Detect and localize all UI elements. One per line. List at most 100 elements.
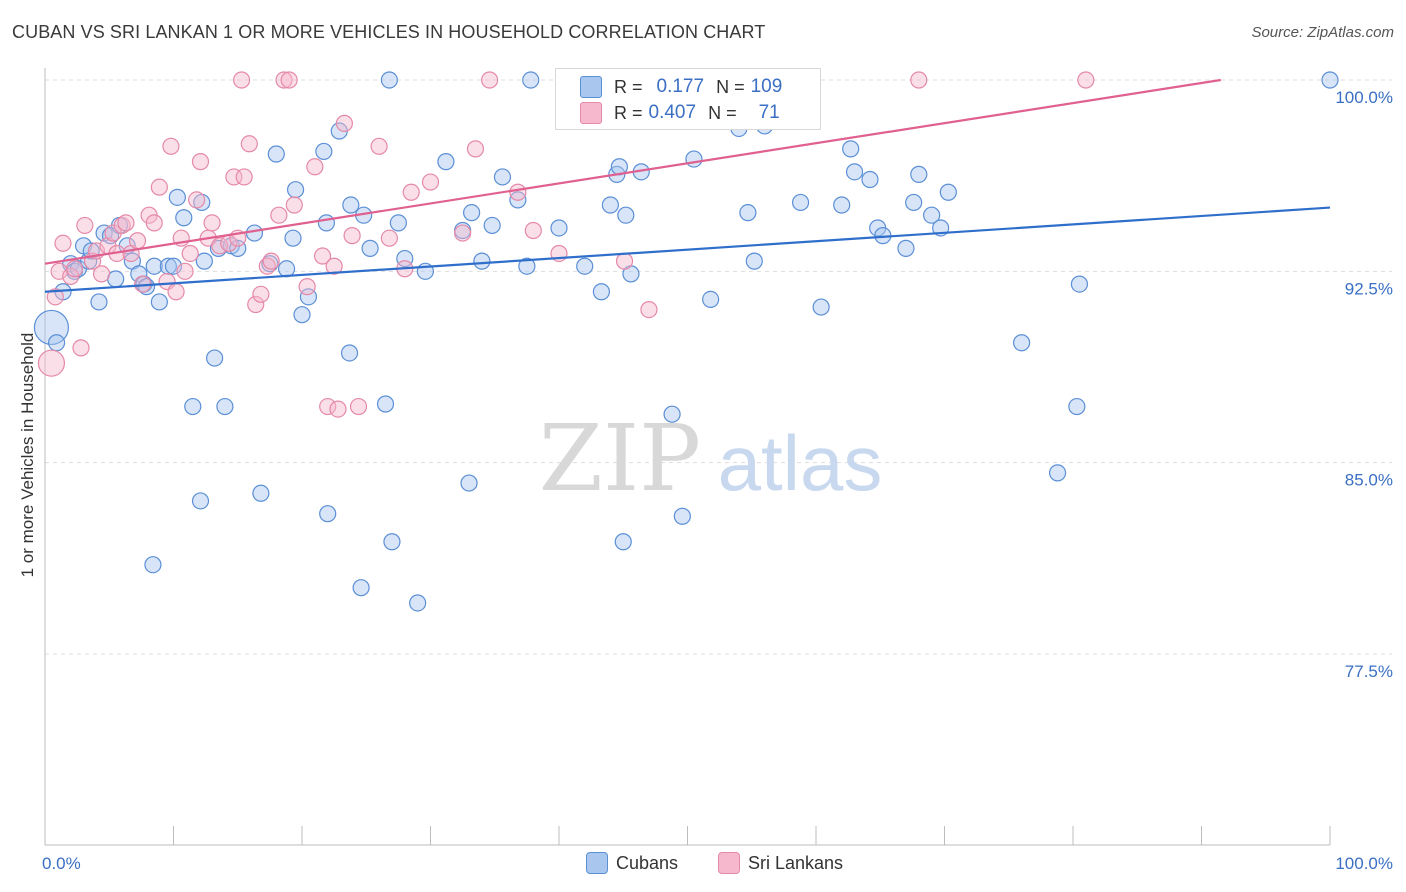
cubans-point bbox=[144, 556, 162, 574]
legend-row-cubans: R = 0.177 N = 109 bbox=[580, 74, 782, 100]
x-tick-label: 100.0% bbox=[1335, 854, 1393, 873]
srilankans-trend-line bbox=[44, 78, 1221, 265]
cubans-point bbox=[168, 188, 186, 206]
srilankans-point bbox=[235, 168, 253, 186]
series-legend: Cubans Sri Lankans bbox=[0, 852, 1406, 878]
cubans-point bbox=[460, 474, 478, 492]
cubans-point bbox=[319, 505, 337, 523]
cubans-point bbox=[150, 293, 168, 311]
srilankans-point bbox=[280, 71, 298, 89]
srilankans-point bbox=[640, 301, 658, 319]
srilankans-point bbox=[329, 400, 347, 418]
axes bbox=[44, 68, 1331, 846]
cubans-point bbox=[522, 71, 540, 89]
cubans-point bbox=[277, 260, 296, 278]
cubans-point bbox=[245, 224, 264, 242]
n-label: N = bbox=[708, 102, 737, 123]
gridlines bbox=[45, 79, 1392, 655]
cubans-point bbox=[361, 239, 379, 257]
srilankans-point bbox=[233, 71, 251, 89]
cubans-point bbox=[1048, 464, 1067, 482]
srilankans-point bbox=[509, 183, 527, 201]
srilankans-point bbox=[37, 349, 66, 377]
cubans-point bbox=[614, 533, 632, 551]
srilankans-point bbox=[343, 227, 361, 245]
cubans-point bbox=[284, 229, 302, 247]
srilankans-point bbox=[247, 295, 265, 314]
srilankans-point bbox=[325, 257, 343, 275]
n-value: 71 bbox=[758, 102, 780, 123]
watermark-atlas: atlas bbox=[718, 419, 883, 507]
srilankans-point bbox=[65, 260, 84, 278]
srilankans-point bbox=[524, 221, 542, 240]
srilankans-point bbox=[285, 196, 303, 214]
srilankans-point bbox=[370, 137, 388, 155]
cubans-point bbox=[845, 163, 864, 181]
cubans-point bbox=[315, 142, 333, 161]
srilankans-point bbox=[72, 339, 90, 357]
srilankans-point bbox=[76, 216, 94, 235]
tick-labels: 77.5% 85.0% 92.5% 100.0% 0.0% 100.0% bbox=[42, 88, 1393, 873]
cubans-point bbox=[1070, 275, 1089, 293]
y-tick-label: 77.5% bbox=[1345, 662, 1393, 681]
cubans-point bbox=[293, 306, 311, 324]
srilankans-point bbox=[313, 247, 332, 265]
srilankans-point bbox=[117, 214, 135, 232]
cubans-point bbox=[383, 533, 401, 551]
cubans-swatch bbox=[580, 76, 602, 98]
cubans-point bbox=[340, 344, 359, 362]
cubans-point bbox=[376, 395, 395, 413]
cubans-point bbox=[861, 170, 879, 189]
cubans-point bbox=[380, 71, 398, 89]
legend-label-cubans: Cubans bbox=[616, 852, 679, 873]
srilankans-point bbox=[162, 137, 180, 155]
cubans-point bbox=[1068, 397, 1086, 416]
srilankans-point bbox=[298, 278, 316, 296]
cubans-point bbox=[663, 405, 681, 423]
srilankans-point bbox=[176, 262, 194, 280]
srilankans-point bbox=[240, 135, 258, 153]
srilankans-point bbox=[1077, 71, 1095, 89]
srilankans-point bbox=[402, 183, 420, 201]
cubans-point bbox=[483, 216, 501, 235]
cubans-point bbox=[576, 257, 594, 275]
cubans-point bbox=[518, 257, 536, 275]
srilankans-point bbox=[275, 71, 293, 89]
cubans-point bbox=[184, 397, 202, 416]
x-tick-label: 0.0% bbox=[42, 854, 81, 873]
srilankans-point bbox=[252, 285, 270, 303]
r-label: R = bbox=[614, 76, 643, 97]
cubans-point bbox=[389, 214, 407, 232]
cubans-point bbox=[47, 334, 66, 352]
source-label: Source: ZipAtlas.com bbox=[1251, 24, 1394, 41]
cubans-legend-swatch bbox=[586, 852, 608, 874]
cubans-point bbox=[897, 239, 915, 257]
n-label: N = bbox=[716, 76, 745, 97]
srilankans-point bbox=[150, 178, 168, 196]
cubans-point bbox=[317, 214, 336, 232]
y-tick-label: 92.5% bbox=[1345, 279, 1393, 298]
srilankans-point bbox=[128, 232, 147, 250]
cubans-point bbox=[175, 209, 193, 227]
srilankans-legend-swatch bbox=[718, 852, 740, 874]
cubans-point bbox=[673, 507, 691, 525]
srilankans-point bbox=[910, 71, 928, 89]
cubans-point bbox=[702, 290, 720, 308]
cubans-point bbox=[216, 397, 234, 416]
cubans-point bbox=[229, 239, 247, 257]
cubans-point bbox=[396, 249, 414, 268]
srilankans-point bbox=[349, 397, 368, 416]
srilankans-point bbox=[54, 234, 72, 252]
srilankans-point bbox=[466, 140, 485, 158]
cubans-point bbox=[812, 298, 830, 316]
correlation-legend: R = 0.177 N = 109 R = 0.407 N = 71 bbox=[555, 68, 821, 130]
y-tick-label: 85.0% bbox=[1345, 471, 1393, 490]
srilankans-point bbox=[181, 244, 199, 263]
srilankans-point bbox=[335, 114, 354, 132]
cubans-point bbox=[252, 484, 270, 502]
watermark: ZIP atlas bbox=[539, 405, 882, 512]
cubans-point bbox=[1012, 334, 1031, 352]
cubans-point bbox=[842, 140, 860, 158]
cubans-point bbox=[791, 193, 810, 212]
cubans-point bbox=[130, 265, 148, 283]
